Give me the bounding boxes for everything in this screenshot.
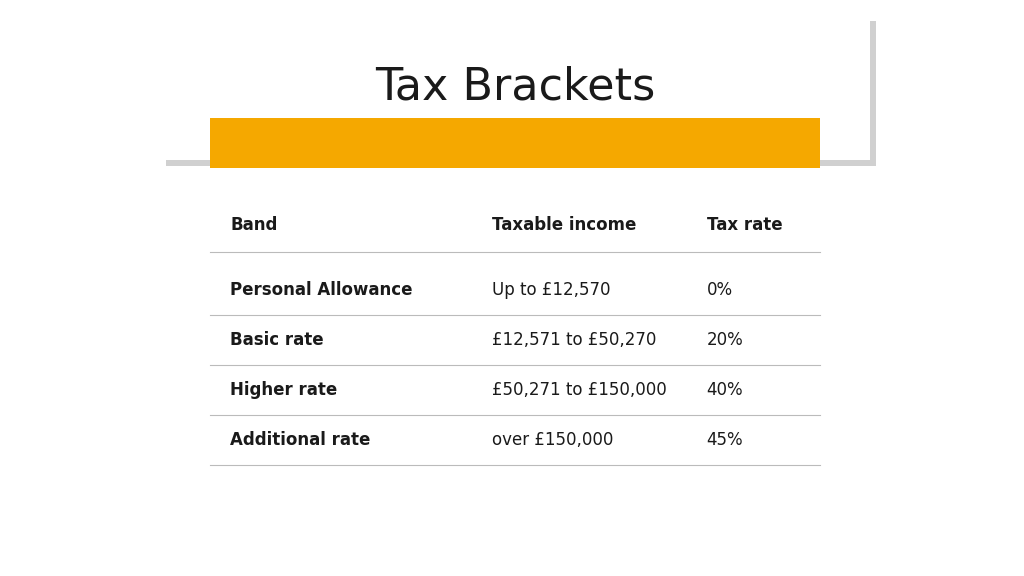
Text: Higher rate: Higher rate [230,381,338,399]
Text: 40%: 40% [707,381,743,399]
Text: Taxable income: Taxable income [492,216,636,234]
Text: Basic rate: Basic rate [230,331,324,349]
Text: Band: Band [230,216,278,234]
Text: Up to £12,570: Up to £12,570 [492,281,610,299]
Bar [166,21,876,166]
Text: 45%: 45% [707,431,743,449]
Text: 20%: 20% [707,331,743,349]
Text: Tax rate: Tax rate [707,216,782,234]
Bar [160,15,870,160]
Text: over £150,000: over £150,000 [492,431,613,449]
Text: Additional rate: Additional rate [230,431,371,449]
Text: 0%: 0% [707,281,733,299]
Text: Personal Allowance: Personal Allowance [230,281,413,299]
Text: £50,271 to £150,000: £50,271 to £150,000 [492,381,667,399]
Text: £12,571 to £50,270: £12,571 to £50,270 [492,331,656,349]
Text: Tax Brackets: Tax Brackets [375,66,655,109]
Bar [210,118,820,168]
